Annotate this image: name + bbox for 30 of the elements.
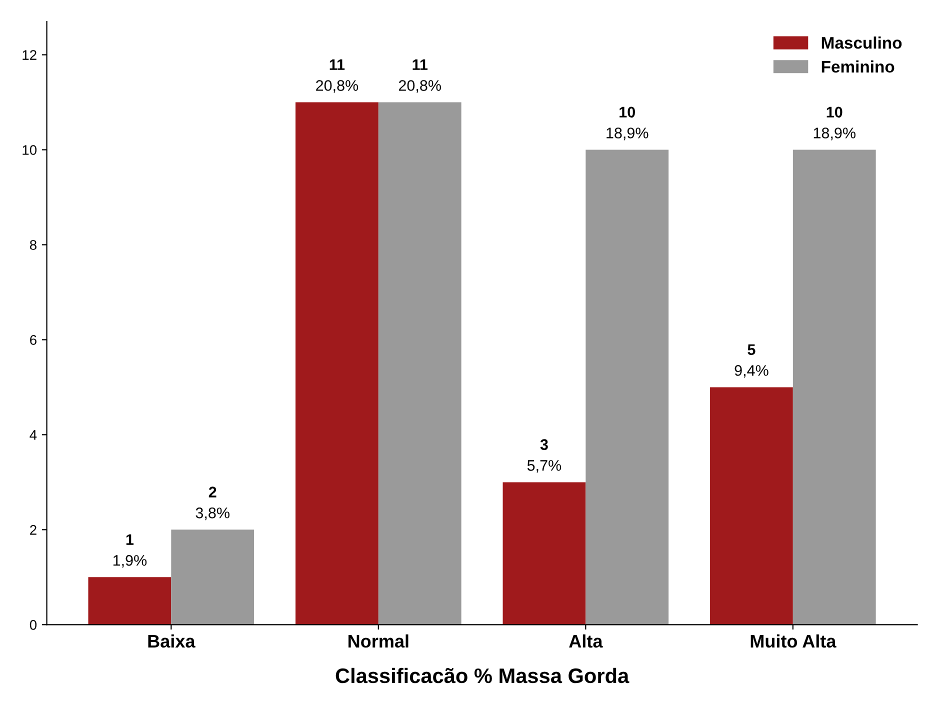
data-label: 11 20,8% [316,59,358,93]
data-label: 1 1,9% [113,534,147,568]
bar [792,150,876,625]
bar [296,102,378,625]
y-tick-label: 0 [30,620,37,630]
bar [586,150,669,625]
bar [378,102,462,625]
data-label: 11 20,8% [398,59,441,93]
x-tick-label: Normal [348,634,408,648]
y-tick-label: 10 [22,145,37,155]
bar [88,577,172,625]
y-tick-label: 12 [22,50,36,60]
legend-label: Feminino [822,60,894,73]
y-tick-label: 4 [30,430,37,440]
data-label: 5 9,4% [734,344,768,378]
data-label: 2 3,8% [196,486,230,520]
bar [171,530,254,625]
y-tick-label: 6 [30,335,36,345]
data-label: 10 18,9% [606,106,648,140]
x-axis-title: Classificacão % Massa Gorda [336,668,630,684]
legend-label: Masculino [822,36,902,49]
bar [502,482,586,625]
y-tick-label: 2 [30,525,36,535]
x-tick-label: Muito Alta [750,634,836,648]
x-tick-label: Alta [569,634,603,648]
data-label: 10 18,9% [814,106,856,140]
bar [710,387,793,625]
data-label: 3 5,7% [527,439,562,473]
y-tick-label: 8 [30,240,36,250]
x-tick-label: Baixa [148,634,196,648]
